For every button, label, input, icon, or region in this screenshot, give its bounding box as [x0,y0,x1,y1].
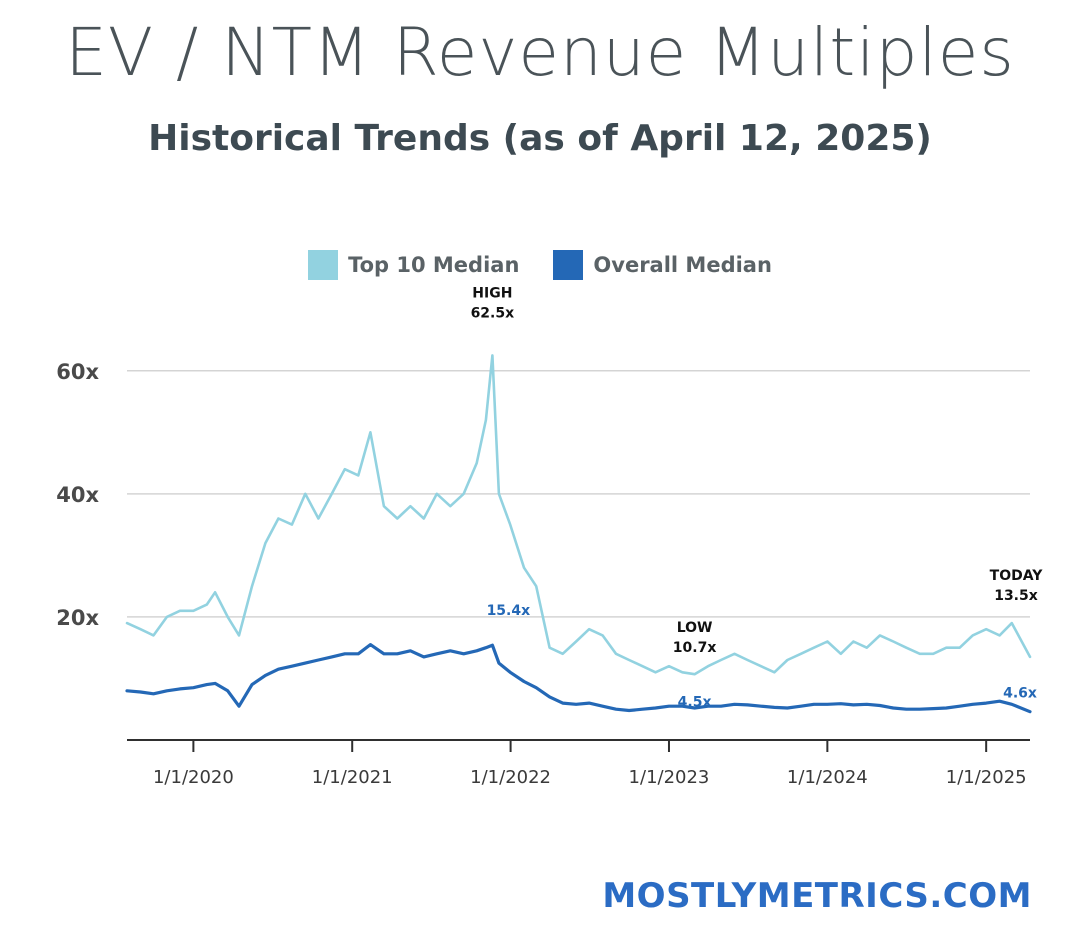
series-line-top10-median [125,354,1032,676]
series-line-overall-median [125,643,1032,714]
x-tick-label: 1/1/2025 [946,767,1027,788]
annotation-low-value: 10.7x [673,640,717,656]
legend-item-top10: Top 10 Median [308,250,519,280]
legend-swatch-overall [553,250,584,280]
y-tick-label: 60x [56,360,99,384]
y-tick-label: 40x [56,483,99,507]
annotation-today-value: 13.5x [994,588,1038,604]
footer-website: MOSTLYMETRICS.COM [602,876,1032,916]
legend-swatch-top10 [308,250,339,280]
legend-label-overall: Overall Median [593,253,772,277]
annotation-high-label: HIGH [472,285,512,301]
legend-item-overall: Overall Median [553,250,772,280]
x-tick-label: 1/1/2024 [787,767,868,788]
chart-title: EV / NTM Revenue Multiples [65,14,1015,91]
legend-label-top10: Top 10 Median [348,253,520,277]
annotation-low-label: LOW [677,620,713,636]
annotation-overall-low-value: 4.5x [678,694,712,710]
x-tick-label: 1/1/2022 [470,767,551,788]
annotation-today-label: TODAY [990,568,1044,584]
annotation-overall-today-value: 4.6x [1003,686,1037,702]
x-tick-label: 1/1/2021 [312,767,393,788]
y-tick-label: 20x [56,606,99,630]
x-tick-label: 1/1/2023 [629,767,710,788]
annotation-high-value: 62.5x [471,305,515,321]
legend: Top 10 Median Overall Median [0,250,1080,280]
chart-subtitle: Historical Trends (as of April 12, 2025) [148,118,932,159]
annotation-overall-high-value: 15.4x [487,603,531,619]
x-tick-label: 1/1/2020 [153,767,234,788]
